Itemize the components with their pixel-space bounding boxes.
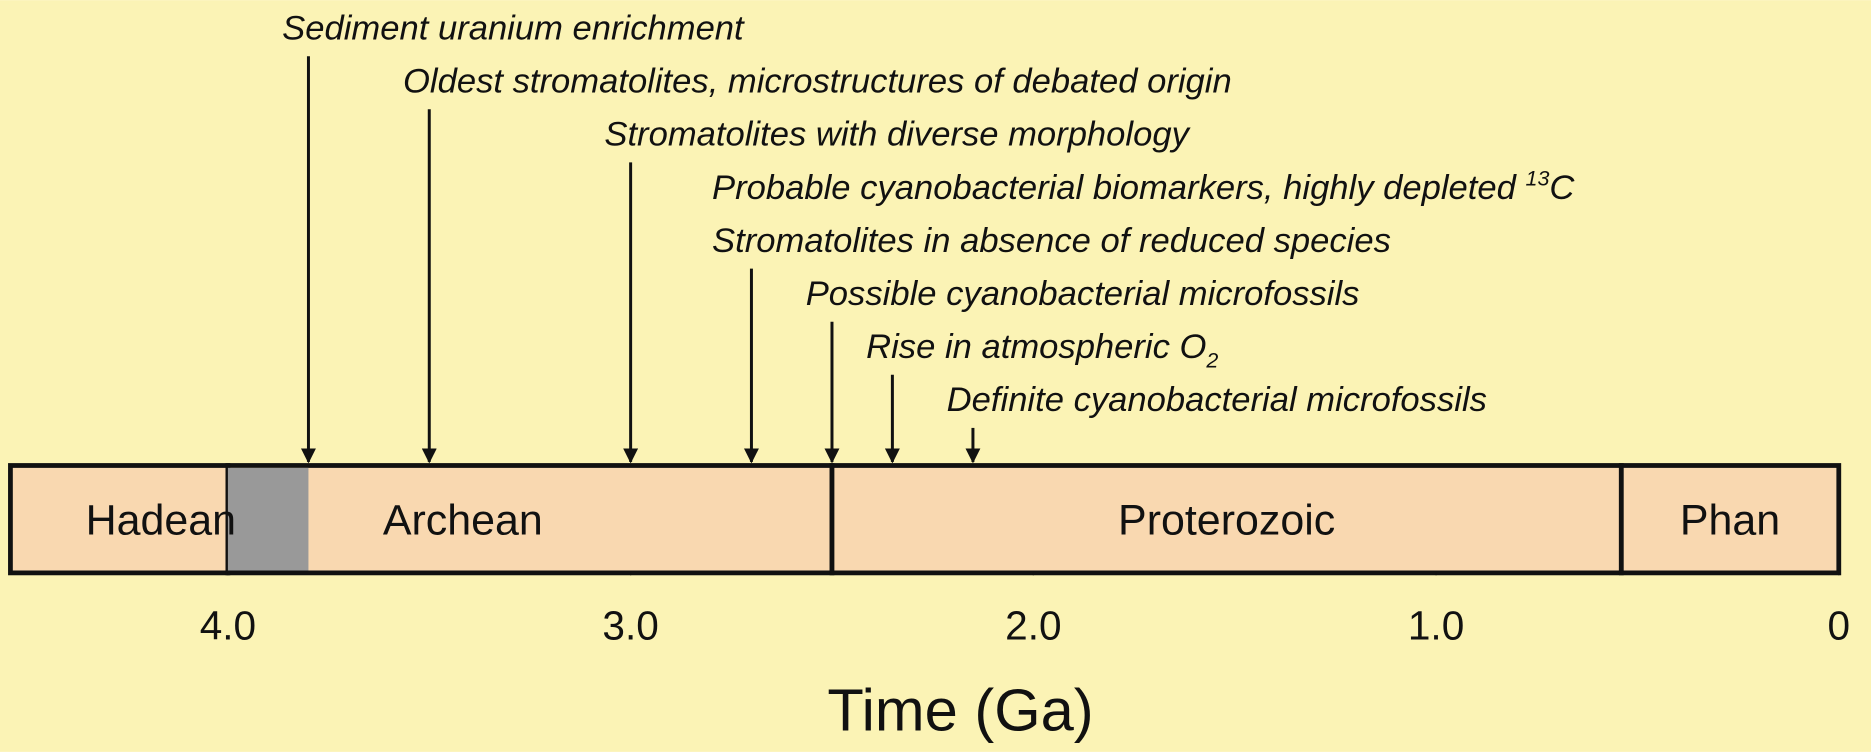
event-label: Sediment uranium enrichment — [282, 10, 745, 48]
x-axis-title: Time (Ga) — [827, 676, 1093, 743]
event-label: Stromatolites with diverse morphology — [604, 116, 1191, 154]
event-label: Stromatolites in absence of reduced spec… — [712, 222, 1391, 260]
event-label-subscript: 2 — [1205, 349, 1218, 373]
event-label: Oldest stromatolites, microstructures of… — [403, 63, 1232, 101]
event-label-text: Rise in atmospheric O — [866, 328, 1206, 366]
event-label-text: Sediment uranium enrichment — [282, 10, 745, 48]
x-tick-label: 4.0 — [200, 603, 256, 649]
event-label-text: Stromatolites in absence of reduced spec… — [712, 222, 1391, 260]
era-box — [8, 463, 231, 576]
event-label: Definite cyanobacterial microfossils — [947, 381, 1487, 419]
era-label: Proterozoic — [1118, 497, 1335, 545]
event-label-text: Oldest stromatolites, microstructures of… — [403, 63, 1232, 101]
event-label-text: Stromatolites with diverse morphology — [604, 116, 1191, 154]
era-box — [225, 463, 835, 576]
event-label: Possible cyanobacterial microfossils — [806, 275, 1360, 313]
era-label: Phan — [1680, 497, 1780, 545]
event-label: Probable cyanobacterial biomarkers, high… — [712, 167, 1575, 207]
event-label-text: C — [1549, 169, 1575, 207]
event-label-text: Possible cyanobacterial microfossils — [806, 275, 1360, 313]
era-label: Archean — [383, 497, 543, 545]
event-label-text: Definite cyanobacterial microfossils — [947, 381, 1487, 419]
x-tick-label: 0 — [1828, 603, 1851, 649]
era-label: Hadean — [86, 497, 236, 545]
event-label-text: Probable cyanobacterial biomarkers, high… — [712, 169, 1525, 207]
x-tick-label: 2.0 — [1005, 603, 1061, 649]
era-box — [829, 463, 1624, 576]
shaded-range — [227, 467, 309, 571]
era-box — [1618, 463, 1842, 576]
event-label: Rise in atmospheric O2 — [866, 328, 1218, 373]
event-label-superscript: 13 — [1526, 167, 1550, 191]
x-tick-label: 3.0 — [602, 603, 658, 649]
x-tick-label: 1.0 — [1408, 603, 1464, 649]
